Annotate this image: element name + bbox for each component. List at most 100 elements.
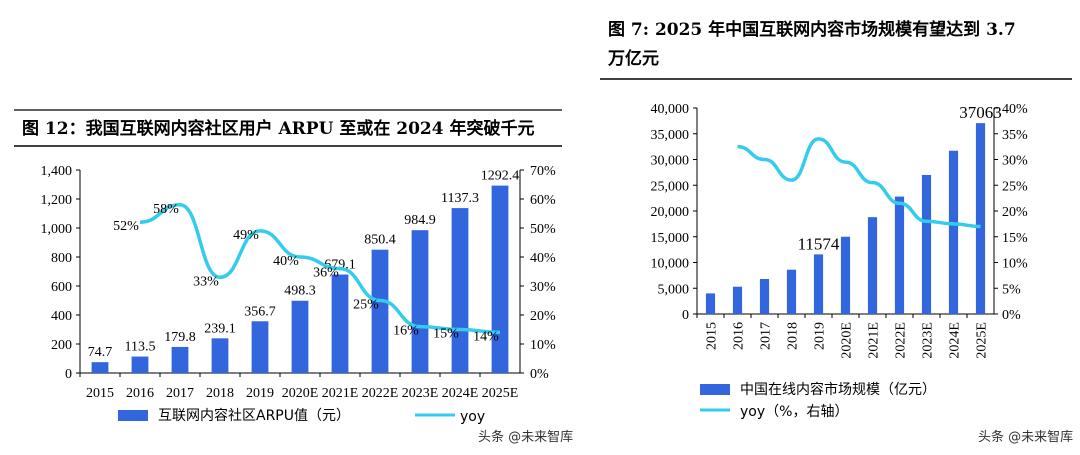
left-y2-tick-label: 0%: [530, 367, 549, 382]
left-bar: [371, 249, 389, 373]
right-bar-value-label: 11574: [798, 234, 840, 253]
right-bar: [705, 293, 716, 314]
left-y-tick-label: 1,400: [41, 164, 73, 179]
left-y2-tick-label: 20%: [530, 309, 556, 324]
left-x-tick-label: 2022E: [362, 386, 399, 401]
right-bar: [975, 123, 986, 314]
right-x-tick-label: 2025E: [975, 322, 990, 359]
left-bar: [451, 208, 469, 373]
left-yoy-label: 16%: [393, 324, 419, 339]
right-y2-tick-label: 10%: [1002, 257, 1028, 272]
right-bar: [867, 217, 878, 314]
left-bar-value-label: 850.4: [364, 233, 396, 248]
right-y2-tick-label: 30%: [1002, 154, 1028, 169]
right-x-tick-label: 2022E: [894, 322, 909, 359]
right-legend-bar-swatch: [700, 384, 730, 395]
right-bar: [894, 196, 905, 314]
left-x-tick-label: 2018: [206, 386, 234, 401]
left-y2-tick-label: 40%: [530, 251, 556, 266]
right-chart: 图 7: 2025 年中国互联网内容市场规模有望达到 3.7 万亿元 0 5,00…: [600, 19, 1073, 445]
left-y2-tick-label: 10%: [530, 338, 556, 353]
left-bar: [291, 300, 309, 373]
right-bar-value-label: 37063: [959, 103, 1002, 122]
left-bar-value-label: 74.7: [88, 345, 113, 360]
right-chart-title-line1: 图 7: 2025 年中国互联网内容市场规模有望达到 3.7: [608, 19, 1016, 40]
left-y2-tick-label: 70%: [530, 164, 556, 179]
right-x-tick-label: 2016: [732, 322, 747, 350]
right-y2-tick-label: 20%: [1002, 205, 1028, 220]
left-chart-title: 图 12：我国互联网内容社区用户 ARPU 至或在 2024 年突破千元: [22, 118, 535, 139]
right-x-tick-label: 2021E: [867, 322, 882, 359]
left-bar: [251, 321, 269, 373]
left-legend-bar-label: 互联网内容社区ARPU值（元）: [158, 407, 350, 424]
right-x-tick-label: 2018: [786, 322, 801, 350]
right-y2-tick-label: 5%: [1002, 282, 1021, 297]
right-x-tick-label: 2019: [813, 322, 828, 350]
right-x-tick-label: 2017: [759, 322, 774, 350]
left-yoy-label: 40%: [273, 254, 299, 269]
left-x-tick-label: 2020E: [282, 386, 319, 401]
left-y-tick-label: 1,200: [41, 193, 73, 208]
right-bar: [759, 278, 770, 314]
left-y2-tick-label: 60%: [530, 193, 556, 208]
left-bar: [131, 356, 149, 373]
right-y-tick-label: 20,000: [651, 205, 690, 220]
left-y2-tick-label: 50%: [530, 222, 556, 237]
right-y-tick-label: 30,000: [651, 154, 690, 169]
right-y2-tick-label: 40%: [1002, 102, 1028, 117]
left-watermark: 头条 @未来智库: [478, 429, 573, 445]
left-bar-value-label: 179.8: [164, 330, 196, 345]
left-bar: [171, 346, 189, 373]
left-y-tick-label: 600: [51, 280, 72, 295]
left-y-tick-label: 800: [51, 251, 72, 266]
right-x-tick-label: 2024E: [948, 322, 963, 359]
left-bar-value-label: 1292.4: [481, 169, 520, 184]
left-bar-value-label: 239.1: [204, 321, 236, 336]
right-bar: [786, 269, 797, 314]
right-y-tick-label: 35,000: [651, 128, 690, 143]
right-y-tick-label: 15,000: [651, 231, 690, 246]
left-yoy-label: 49%: [233, 228, 259, 243]
right-legend-line-label: yoy（%，右轴）: [740, 404, 848, 420]
left-yoy-label: 25%: [353, 298, 379, 313]
right-legend-bar-label: 中国在线内容市场规模（亿元）: [740, 381, 936, 398]
left-yoy-line: [139, 203, 501, 335]
left-x-tick-label: 2019: [246, 386, 274, 401]
left-yoy-label: 15%: [433, 327, 459, 342]
left-y-tick-label: 200: [51, 338, 72, 353]
right-bar: [840, 236, 851, 314]
left-bar: [491, 185, 509, 373]
right-y-tick-label: 5,000: [658, 282, 690, 297]
left-bar: [411, 230, 429, 373]
left-x-tick-label: 2021E: [322, 386, 359, 401]
left-y2-tick-label: 30%: [530, 280, 556, 295]
right-bar: [732, 286, 743, 314]
left-yoy-label: 33%: [193, 274, 219, 289]
left-yoy-label: 52%: [113, 219, 139, 234]
right-y-tick-label: 40,000: [651, 102, 690, 117]
left-bar-value-label: 113.5: [125, 340, 156, 355]
left-chart: 图 12：我国互联网内容社区用户 ARPU 至或在 2024 年突破千元 0 20…: [14, 109, 573, 445]
right-plot-area: 0 5,000 10,000 15,000 20,000 25,000 30,000 35,0…: [651, 102, 1029, 359]
left-bar-value-label: 984.9: [404, 213, 436, 228]
left-x-tick-label: 2017: [166, 386, 194, 401]
left-x-tick-label: 2024E: [442, 386, 479, 401]
right-bar: [813, 254, 824, 314]
right-y-tick-label: 10,000: [651, 257, 690, 272]
right-x-tick-label: 2020E: [840, 322, 855, 359]
right-y-tick-label: 0: [682, 308, 689, 323]
right-bar: [948, 150, 959, 314]
right-yoy-line: [737, 137, 981, 229]
left-bar: [91, 362, 109, 373]
left-x-tick-label: 2025E: [482, 386, 519, 401]
right-chart-title-line2: 万亿元: [607, 48, 659, 69]
right-bar: [921, 174, 932, 314]
left-x-tick-label: 2016: [126, 386, 154, 401]
left-y-tick-label: 0: [65, 367, 72, 382]
right-x-tick-label: 2015: [705, 322, 720, 350]
left-yoy-label: 58%: [153, 202, 179, 217]
left-y-tick-label: 1,000: [41, 222, 73, 237]
right-y2-tick-label: 0%: [1002, 308, 1021, 323]
right-x-tick-label: 2023E: [921, 322, 936, 359]
